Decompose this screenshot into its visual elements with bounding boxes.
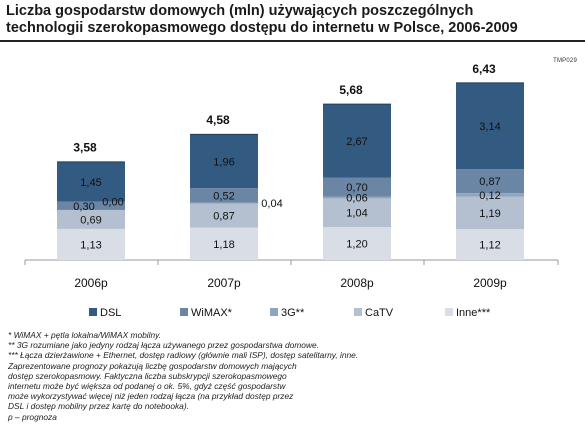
data-label-3g-2007p: 0,04 <box>261 198 282 210</box>
chart-title: Liczba gospodarstw domowych (mln) używaj… <box>6 3 581 37</box>
bar-inne-2007p <box>190 227 258 260</box>
data-label-dsl-2007p: 1,96 <box>213 156 234 168</box>
footnote-note-line-5: DSL i dostęp mobilny przez kartę do note… <box>8 401 189 412</box>
footnote-note-line-4: może wykorzystywać więcej niż jeden rodz… <box>8 391 294 402</box>
data-label-dsl-2006p: 1,45 <box>80 177 101 189</box>
legend-swatch-inne <box>445 308 453 316</box>
chart-title-line-1: Liczba gospodarstw domowych (mln) używaj… <box>6 3 474 19</box>
legend-label-3g: 3G** <box>281 307 305 319</box>
data-label-3g-2008p: 0,06 <box>346 193 367 205</box>
bar-catv-2006p <box>57 209 125 229</box>
data-label-wimax-2006p: 0,30 <box>73 201 94 213</box>
bar-dsl-2006p <box>57 161 125 202</box>
bar-dsl-2008p <box>323 104 391 178</box>
figure-code: TMP029 <box>553 58 577 64</box>
data-label-inne-2007p: 1,18 <box>213 239 234 251</box>
data-label-dsl-2009p: 3,14 <box>479 121 500 133</box>
bar-3g-2007p <box>190 202 258 204</box>
title-divider <box>0 40 585 42</box>
footnote-note-line-3: internetu może być większa od podanej o … <box>8 381 286 392</box>
data-label-catv-2006p: 0,69 <box>80 214 101 226</box>
legend-label-catv: CaTV <box>365 307 394 319</box>
chart-title-line-2: technologii szerokopasmowego dostępu do … <box>6 20 518 36</box>
footnotes: * WiMAX + pętla lokalna/WiMAX mobilny. *… <box>8 330 428 422</box>
footnote-forecast: p – prognoza <box>8 411 57 422</box>
data-label-dsl-2008p: 2,67 <box>346 136 367 148</box>
total-label-2006p: 3,58 <box>73 141 97 155</box>
data-label-wimax-2009p: 0,87 <box>479 176 500 188</box>
stacked-bar-chart: 1,13 0,690,30 0,001,45 3,58 2006p 1,18 0,87 0,5… <box>24 62 559 319</box>
footnote-note-line-2: dostęp szerokopasmowy. Faktyczna liczba … <box>8 370 287 381</box>
bar-inne-2006p <box>57 228 125 260</box>
bar-wimax-2007p <box>190 188 258 203</box>
x-tick-label-2007p: 2007p <box>207 276 241 290</box>
bar-inne-2009p <box>456 229 524 260</box>
bar-3g-2009p <box>456 193 524 197</box>
footnote-note-line-1: Zaprezentowane prognozy pokazują liczbę … <box>8 360 297 371</box>
total-label-2007p: 4,58 <box>206 113 230 127</box>
data-label-inne-2009p: 1,12 <box>479 240 500 252</box>
data-label-wimax-2007p: 0,52 <box>213 190 234 202</box>
bar-dsl-2007p <box>190 134 258 189</box>
data-label-inne-2006p: 1,13 <box>80 239 101 251</box>
data-label-catv-2009p: 1,19 <box>479 208 500 220</box>
x-tick-label-2008p: 2008p <box>340 276 374 290</box>
bar-catv-2009p <box>456 196 524 230</box>
legend-label-wimax: WiMAX* <box>191 307 233 319</box>
bar-wimax-2009p <box>456 169 524 194</box>
bar-wimax-2008p <box>323 177 391 197</box>
x-tick-label-2009p: 2009p <box>473 276 507 290</box>
bar-dsl-2009p <box>456 82 524 170</box>
bar-catv-2008p <box>323 198 391 227</box>
total-label-2008p: 5,68 <box>339 83 363 97</box>
data-label-inne-2008p: 1,20 <box>346 239 367 251</box>
bar-catv-2007p <box>190 203 258 228</box>
legend-label-inne: Inne*** <box>456 307 491 319</box>
data-label-3g-2006p: 0,00 <box>102 197 123 209</box>
x-tick-label-2006p: 2006p <box>74 276 108 290</box>
legend-swatch-3g <box>270 308 278 316</box>
legend-swatch-catv <box>354 308 362 316</box>
legend-swatch-dsl <box>89 308 97 316</box>
total-label-2009p: 6,43 <box>472 62 496 76</box>
data-label-3g-2009p: 0,12 <box>479 190 500 202</box>
data-label-catv-2007p: 0,87 <box>213 211 234 223</box>
legend-label-dsl: DSL <box>100 307 121 319</box>
footnote-inne: *** Łącza dzierżawione + Ethernet, dostę… <box>8 350 359 361</box>
footnote-3g: ** 3G rozumiane jako jedyny rodzaj łącza… <box>8 340 319 351</box>
legend-swatch-wimax <box>180 308 188 316</box>
footnote-wimax: * WiMAX + pętla lokalna/WiMAX mobilny. <box>8 330 162 340</box>
bar-wimax-2006p <box>57 201 125 210</box>
data-label-catv-2008p: 1,04 <box>346 208 367 220</box>
bar-inne-2008p <box>323 227 391 260</box>
data-label-wimax-2008p: 0,70 <box>346 182 367 194</box>
bar-3g-2008p <box>323 196 391 199</box>
